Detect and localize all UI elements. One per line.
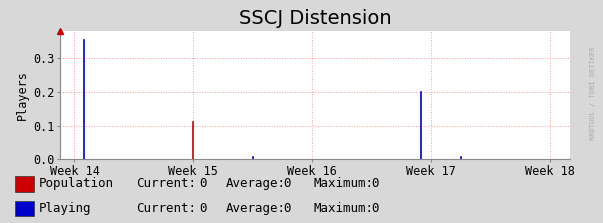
Y-axis label: Players: Players [16,70,29,120]
Text: Current:: Current: [136,178,196,190]
Text: 0: 0 [283,202,291,215]
Text: Maximum:: Maximum: [314,202,374,215]
Text: Playing: Playing [39,202,92,215]
Text: 0: 0 [371,202,378,215]
Text: Average:: Average: [226,178,286,190]
Text: 0: 0 [199,202,206,215]
Text: RRDTOOL / TOBI OETIKER: RRDTOOL / TOBI OETIKER [590,47,596,140]
Text: 0: 0 [371,178,378,190]
Text: 0: 0 [199,178,206,190]
Text: Current:: Current: [136,202,196,215]
Text: Population: Population [39,178,114,190]
Text: Average:: Average: [226,202,286,215]
Text: Maximum:: Maximum: [314,178,374,190]
Title: SSCJ Distension: SSCJ Distension [239,9,391,28]
Text: 0: 0 [283,178,291,190]
